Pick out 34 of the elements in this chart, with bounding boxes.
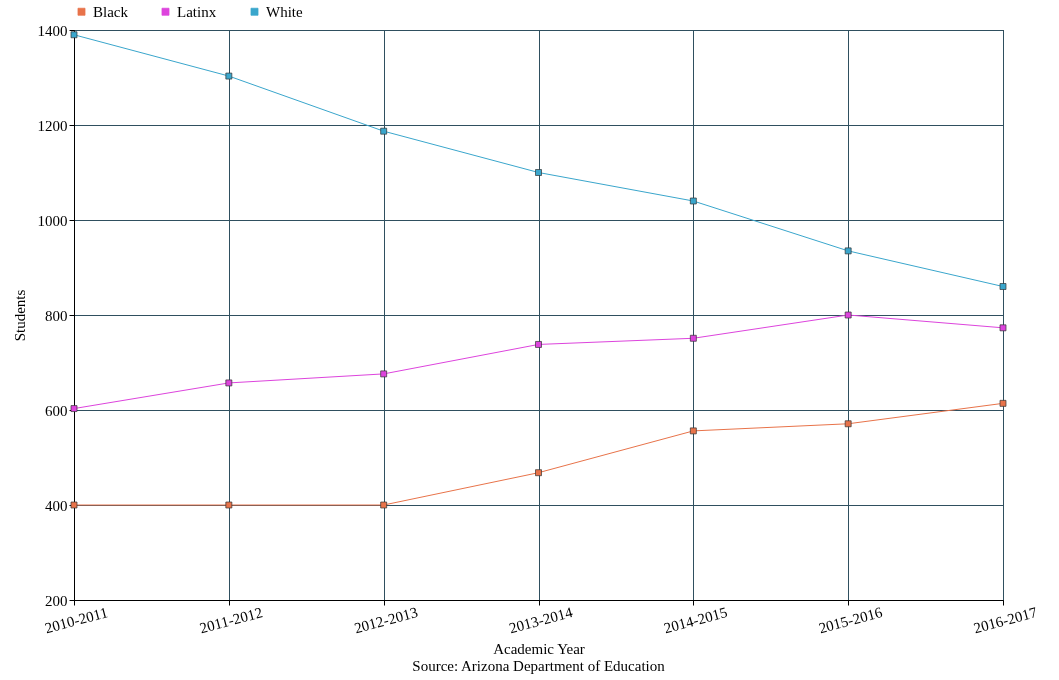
source-note: Source: Arizona Department of Education <box>412 657 666 674</box>
point <box>535 469 542 477</box>
y-axis-title: Students <box>11 289 28 342</box>
point <box>689 334 697 342</box>
point <box>535 341 542 348</box>
point <box>999 400 1007 407</box>
point <box>844 311 852 319</box>
point <box>844 247 852 255</box>
point <box>689 427 697 435</box>
point <box>689 197 697 205</box>
legend-label: White <box>266 3 303 20</box>
point <box>380 370 388 378</box>
x-axis-title: Academic Year <box>493 641 585 658</box>
x-tick-label: 2011-2012 <box>197 604 265 637</box>
point <box>999 324 1007 332</box>
point <box>70 501 78 509</box>
point <box>380 501 388 509</box>
point <box>70 405 78 412</box>
point <box>225 501 233 509</box>
point <box>999 283 1007 290</box>
point <box>225 72 233 80</box>
y-tick-label: 1000 <box>37 212 68 229</box>
point <box>380 127 388 135</box>
point <box>844 420 852 428</box>
y-tick-label: 200 <box>45 592 68 609</box>
legend-label: Black <box>93 3 129 20</box>
y-tick-label: 1400 <box>37 22 68 39</box>
y-tick-label: 400 <box>45 497 68 514</box>
y-tick-label: 600 <box>45 402 68 419</box>
y-tick-label: 1200 <box>37 117 68 134</box>
y-tick-label: 800 <box>45 307 68 324</box>
point <box>225 379 233 387</box>
point <box>535 169 542 176</box>
legend-label: Latinx <box>177 3 217 20</box>
